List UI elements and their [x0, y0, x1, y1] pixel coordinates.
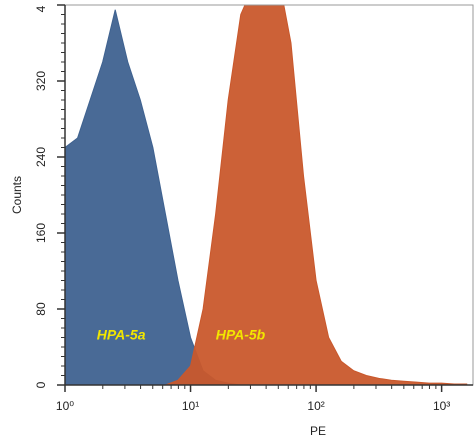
x-tick-label: 10² — [307, 399, 324, 413]
y-tick-label: 240 — [34, 147, 48, 167]
x-axis-label: PE — [310, 424, 326, 438]
x-tick-label: 10⁰ — [56, 399, 74, 413]
series-label: HPA-5a — [97, 327, 146, 343]
y-tick-label: 320 — [34, 71, 48, 91]
plot-area — [65, 5, 468, 385]
series-label: HPA-5b — [216, 327, 266, 343]
y-axis-label: Counts — [10, 176, 24, 214]
y-tick-label: 4 — [34, 5, 48, 12]
x-tick-label: 10³ — [433, 399, 450, 413]
x-tick-label: 10¹ — [182, 399, 199, 413]
y-tick-label: 0 — [34, 381, 48, 388]
histogram-area — [65, 9, 467, 385]
y-tick-label: 160 — [34, 223, 48, 243]
histogram-area — [65, 5, 468, 385]
y-tick-label: 80 — [34, 302, 48, 316]
